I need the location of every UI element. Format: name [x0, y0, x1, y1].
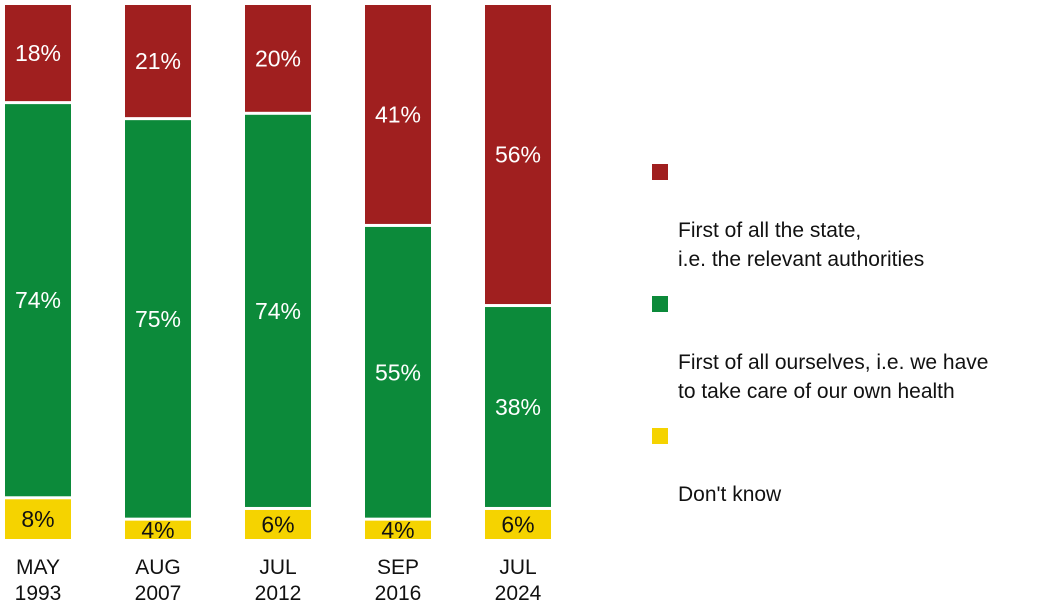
bar-ourselves-4 [485, 307, 551, 507]
x-tick-label-4-0: JUL [499, 556, 536, 579]
bar-dont-know-2 [245, 509, 311, 539]
bar-dont-know-3 [365, 520, 431, 539]
data-label-dont-know-0: 8% [21, 506, 54, 532]
legend-item-ourselves: First of all ourselves, i.e. we have to … [652, 290, 1047, 406]
bar-state-3 [365, 5, 431, 224]
x-tick-label-0-0: MAY [16, 556, 60, 579]
data-label-state-3: 41% [375, 101, 421, 127]
legend: First of all the state, i.e. the relevan… [652, 158, 1047, 509]
data-label-dont-know-1: 4% [141, 517, 174, 543]
data-label-dont-know-3: 4% [381, 517, 414, 543]
legend-swatch-state [652, 164, 668, 180]
data-label-ourselves-1: 75% [135, 306, 181, 332]
stacked-bar-chart: 8% 74% 18% MAY 1993 4% 75% 21% AUG 2007 6% 74% 20% JU… [5, 5, 551, 604]
bar-state-0 [5, 5, 71, 102]
data-label-state-0: 18% [15, 40, 61, 66]
data-label-state-2: 20% [255, 45, 301, 71]
data-label-ourselves-0: 74% [15, 287, 61, 313]
legend-item-dont-know: Don't know [652, 422, 1047, 509]
bar-state-4 [485, 5, 551, 305]
data-label-state-1: 21% [135, 48, 181, 74]
data-label-ourselves-3: 55% [375, 359, 421, 385]
bar-ourselves-0 [5, 104, 71, 497]
x-tick-label-2-1: 2012 [255, 582, 302, 604]
data-label-ourselves-4: 38% [495, 394, 541, 420]
bar-ourselves-1 [125, 120, 191, 518]
data-label-ourselves-2: 74% [255, 298, 301, 324]
data-label-dont-know-4: 6% [501, 511, 534, 537]
x-tick-label-1-0: AUG [135, 556, 181, 579]
legend-label-dont-know: Don't know [678, 483, 782, 506]
bar-dont-know-0 [5, 499, 71, 539]
bar-state-1 [125, 5, 191, 118]
bar-dont-know-1 [125, 520, 191, 539]
x-tick-label-1-1: 2007 [135, 582, 182, 604]
data-label-state-4: 56% [495, 142, 541, 168]
x-tick-label-3-0: SEP [377, 556, 419, 579]
x-tick-label-3-1: 2016 [375, 582, 422, 604]
bar-dont-know-4 [485, 509, 551, 539]
legend-swatch-ourselves [652, 296, 668, 312]
legend-item-state: First of all the state, i.e. the relevan… [652, 158, 1047, 274]
bar-ourselves-2 [245, 114, 311, 507]
bar-ourselves-3 [365, 226, 431, 518]
data-label-dont-know-2: 6% [261, 511, 294, 537]
legend-swatch-dont-know [652, 428, 668, 444]
x-tick-label-0-1: 1993 [15, 582, 62, 604]
legend-label-ourselves: First of all ourselves, i.e. we have to … [678, 351, 989, 403]
x-tick-label-4-1: 2024 [495, 582, 542, 604]
bar-state-2 [245, 5, 311, 112]
legend-label-state: First of all the state, i.e. the relevan… [678, 219, 925, 271]
x-tick-label-2-0: JUL [259, 556, 296, 579]
